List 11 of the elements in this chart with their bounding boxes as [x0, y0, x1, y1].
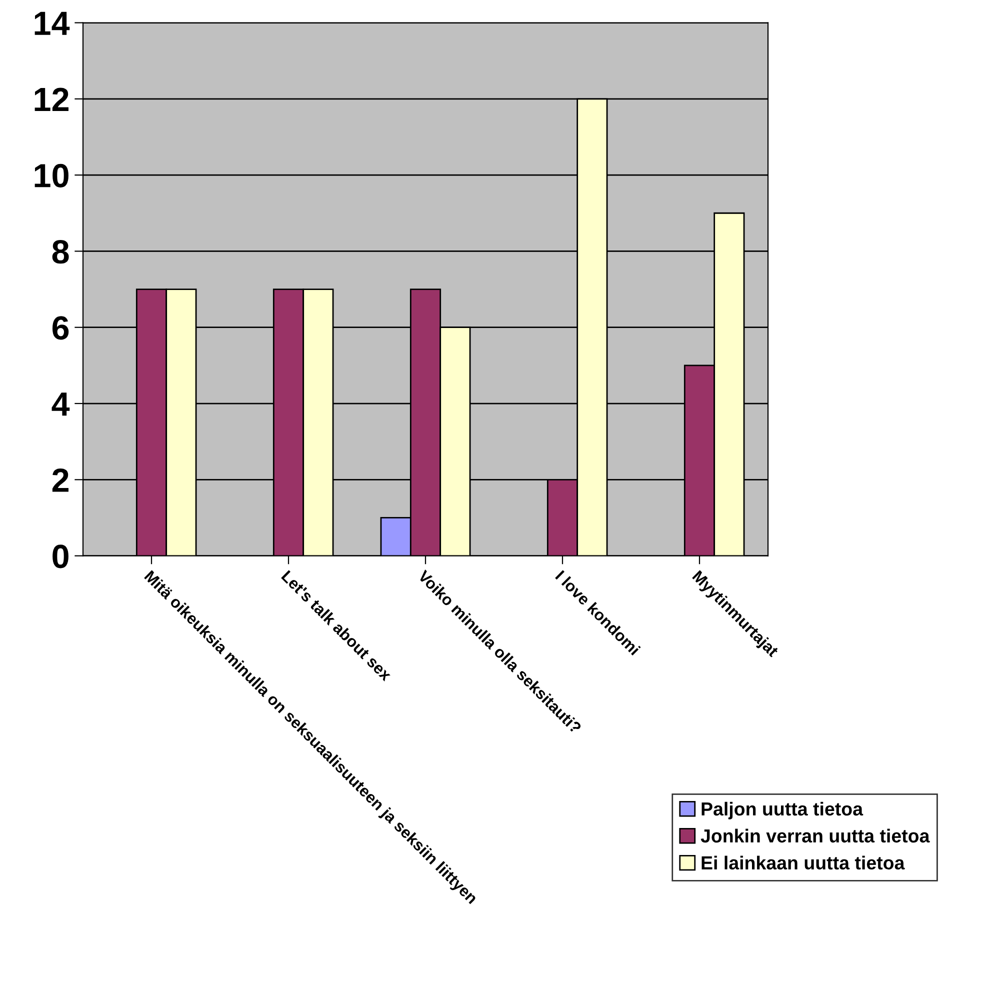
- y-tick-label: 14: [34, 12, 70, 35]
- y-tick-label: 12: [34, 88, 68, 111]
- y-tick-label: 0: [52, 544, 68, 568]
- y-tick-label: 4: [52, 392, 70, 416]
- y-tick-label: 10: [34, 164, 68, 188]
- y-tick-label: 2: [52, 468, 68, 492]
- y-tick-label: 6: [52, 316, 69, 340]
- legend-label: Paljon uutta tietoa: [702, 802, 864, 820]
- legend-label: Jonkin verran uutta tietoa: [700, 828, 930, 843]
- y-tick-label: 8: [52, 240, 69, 264]
- legend-label: Ei lainkaan uutta tietoa: [702, 856, 905, 870]
